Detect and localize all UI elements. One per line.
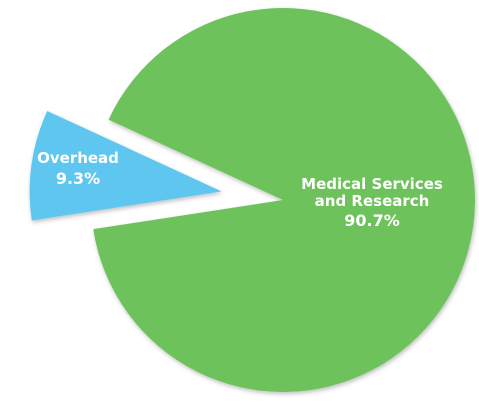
slice-label: Medical Services and Research 90.7% — [287, 176, 457, 230]
category-label: Overhead — [37, 149, 119, 167]
category-label: Medical Services and Research — [301, 175, 443, 210]
slice-label: Overhead 9.3% — [23, 150, 133, 187]
value-label: 90.7% — [344, 211, 400, 230]
value-label: 9.3% — [55, 168, 101, 188]
pie-slice — [93, 8, 475, 392]
pie-slice — [29, 111, 222, 221]
